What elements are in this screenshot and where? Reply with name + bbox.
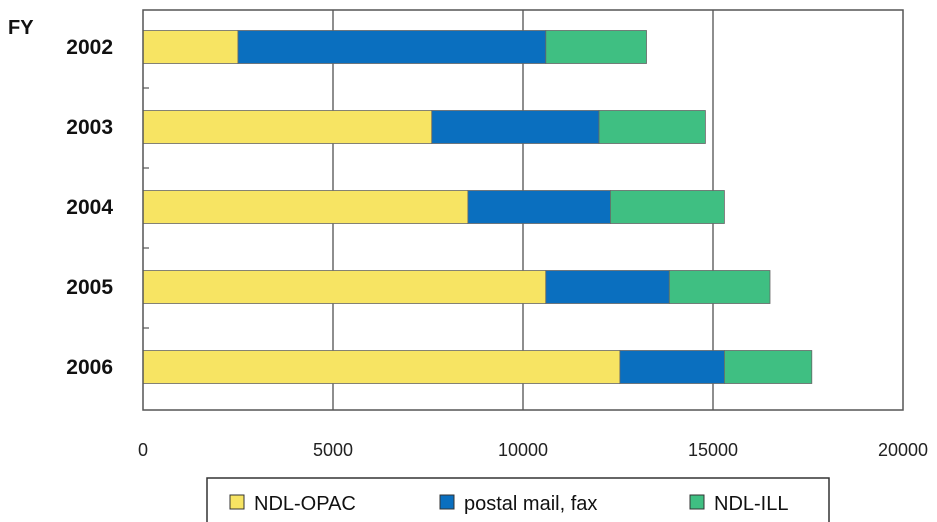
category-label-2006: 2006 [66,356,113,379]
bar-2003-series-1 [142,110,433,144]
y-axis-label: FY [8,17,34,39]
x-tick-label-5000: 5000 [313,440,353,460]
legend-swatch-1 [229,494,245,510]
bar-2006-series-1 [142,350,621,384]
legend-label-3: NDL-ILL [714,493,788,515]
bar-2005-series-1 [142,270,547,304]
bar-2004-series-2 [467,190,611,224]
x-tick-label-0: 0 [138,440,148,460]
legend-box [206,477,830,522]
bar-2003-series-3 [598,110,706,144]
legend-swatch-2 [439,494,455,510]
bar-2006-series-3 [724,350,813,384]
bar-2004-series-3 [610,190,725,224]
bar-2002-series-3 [545,30,647,64]
category-separator-ticks [143,87,149,329]
bar-2002-series-1 [142,30,239,64]
bar-2004-series-1 [142,190,469,224]
x-tick-label-10000: 10000 [498,440,548,460]
category-labels: 2002 2003 2004 2005 2006 [66,36,113,379]
x-tick-label-15000: 15000 [688,440,738,460]
category-label-2003: 2003 [66,116,113,139]
legend-label-1: NDL-OPAC [254,493,356,515]
bar-2006-series-2 [619,350,725,384]
plot-area-border [142,9,904,411]
bar-2005-series-3 [668,270,771,304]
bar-2002-series-2 [237,30,547,64]
category-label-2004: 2004 [66,196,113,219]
bars-layer [142,30,813,384]
legend: NDL-OPAC postal mail, fax NDL-ILL [206,477,830,522]
bar-2005-series-2 [545,270,670,304]
x-tick-labels: 0 5000 10000 15000 20000 [138,440,928,460]
legend-label-2: postal mail, fax [464,493,597,515]
category-label-2002: 2002 [66,36,113,59]
x-tick-label-20000: 20000 [878,440,928,460]
bar-2003-series-2 [431,110,600,144]
category-label-2005: 2005 [66,276,113,299]
legend-swatch-3 [689,494,705,510]
